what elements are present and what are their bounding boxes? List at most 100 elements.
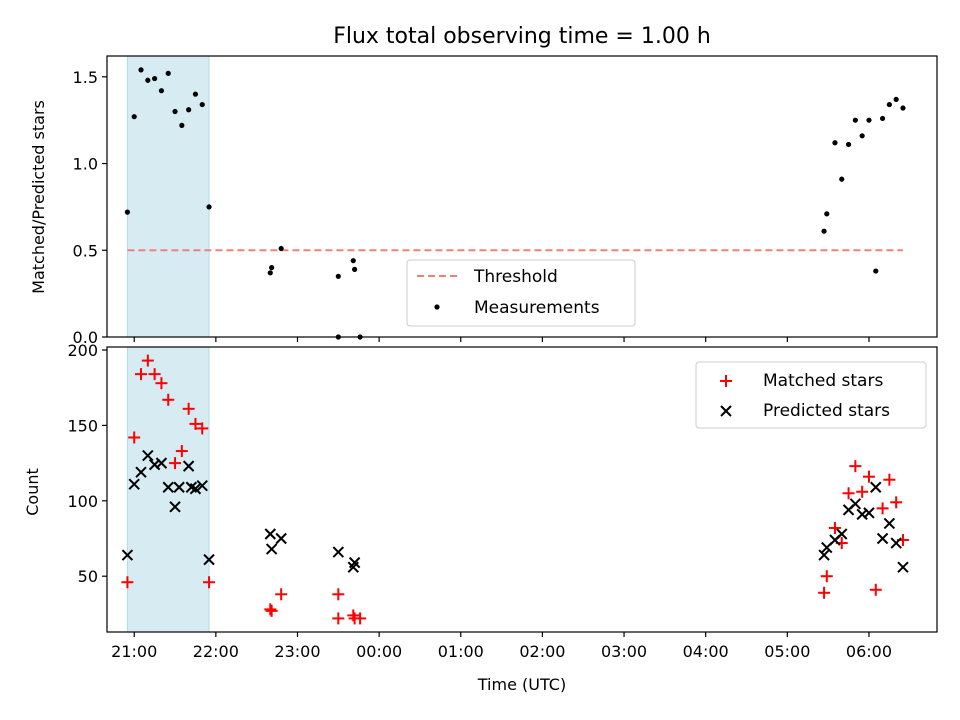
measurement-point	[278, 245, 284, 252]
matched-star-point	[818, 586, 831, 599]
measurement-point	[350, 258, 356, 264]
matched-star-point	[169, 457, 182, 470]
x-tick-label: 03:00	[601, 642, 647, 661]
measurement-point	[352, 266, 358, 272]
bottom-legend-box	[695, 361, 927, 429]
measurement-point	[893, 96, 899, 102]
top-panel: 0.0 0.5 1.0 1.5 Matched/Predicted stars Thr…	[29, 55, 938, 347]
predicted-star-point	[162, 481, 174, 493]
matched-star-point	[890, 496, 903, 509]
predicted-star-point	[182, 460, 195, 472]
measurement-point	[821, 228, 827, 234]
chart-title: Flux total observing time = 1.00 h	[333, 24, 711, 49]
y-tick-label: 200	[67, 341, 98, 360]
matched-star-point	[121, 576, 134, 589]
matched-star-point	[828, 521, 841, 534]
legend-measurements-swatch	[434, 304, 440, 310]
y-tick-label: 0.5	[73, 241, 98, 260]
matched-star-point	[265, 604, 278, 617]
predicted-star-point	[883, 517, 896, 530]
predicted-star-point	[128, 478, 140, 490]
predicted-star-point	[863, 507, 875, 519]
predicted-star-point	[870, 481, 882, 493]
matched-star-point	[155, 377, 168, 390]
predicted-star-point	[264, 528, 276, 540]
top-y-ticks: 0.0 0.5 1.0 1.5	[73, 68, 107, 347]
measurement-point	[192, 91, 199, 97]
matched-star-point	[203, 576, 216, 589]
measurement-point	[165, 70, 171, 76]
bottom-y-axis-label: Count	[23, 468, 42, 516]
top-shaded-span	[126, 55, 210, 338]
measurement-point	[873, 268, 879, 274]
legend-measurements-label: Measurements	[474, 298, 600, 318]
measurement-point	[138, 67, 144, 73]
predicted-star-point	[121, 549, 134, 561]
y-tick-label: 1.0	[73, 155, 98, 174]
predicted-star-point	[332, 546, 345, 558]
x-tick-label: 05:00	[764, 642, 810, 661]
bottom-axes-frame	[106, 346, 938, 633]
matched-star-point	[135, 368, 148, 381]
y-tick-label: 1.5	[73, 68, 98, 87]
measurement-point	[179, 122, 185, 128]
measurement-point	[839, 176, 845, 182]
y-tick-label: 100	[67, 492, 98, 511]
top-axes-frame	[106, 55, 938, 338]
predicted-star-point	[275, 532, 287, 545]
matched-star-point	[162, 393, 175, 406]
measurement-point	[124, 209, 131, 215]
top-measurement-points	[124, 67, 906, 340]
y-tick-label: 0.0	[73, 328, 98, 347]
x-tick-label: 22:00	[193, 642, 239, 661]
matched-star-point	[876, 502, 889, 515]
matched-star-point	[182, 402, 195, 415]
x-axis-label: Time (UTC)	[477, 675, 566, 694]
legend-predicted-label: Predicted stars	[763, 401, 890, 421]
matched-star-point	[196, 422, 209, 435]
matched-star-point	[189, 417, 202, 430]
matched-star-point	[332, 612, 345, 625]
matched-star-point	[856, 485, 869, 498]
y-tick-label: 50	[78, 567, 98, 586]
legend-threshold-label: Threshold	[473, 267, 558, 287]
legend-matched-label: Matched stars	[763, 371, 883, 391]
matched-star-point	[148, 368, 161, 381]
measurement-point	[832, 140, 838, 146]
measurement-point	[859, 133, 865, 139]
top-y-axis-label: Matched/Predicted stars	[29, 100, 48, 294]
shaded-span-rect	[126, 55, 210, 338]
predicted-star-point	[849, 498, 862, 510]
x-tick-label: 23:00	[274, 642, 320, 661]
matched-star-point	[354, 612, 367, 625]
measurement-point	[886, 101, 892, 108]
bottom-legend: Matched stars Predicted stars	[695, 361, 927, 429]
predicted-star-point	[189, 483, 202, 495]
predicted-star-point	[265, 543, 278, 555]
measurement-point	[158, 88, 165, 94]
legend-predicted-swatch	[720, 405, 732, 417]
matched-star-point	[264, 603, 277, 616]
matched-star-point	[862, 470, 875, 483]
predicted-star-point	[836, 528, 848, 540]
matched-star-point	[275, 588, 288, 601]
bottom-count-points	[121, 354, 909, 625]
bottom-x-ticks: 21:00 22:00 23:00 00:00 01:00 02:00 03:00 04:00…	[111, 632, 892, 661]
x-tick-label: 00:00	[356, 642, 402, 661]
matched-star-point	[883, 473, 896, 486]
top-legend-box	[406, 259, 636, 327]
predicted-star-point	[897, 561, 909, 573]
measurement-point	[879, 115, 886, 122]
measurement-point	[866, 117, 872, 123]
predicted-star-point	[876, 532, 889, 545]
measurement-point	[206, 204, 212, 210]
measurement-point	[186, 107, 192, 113]
predicted-star-point	[135, 466, 147, 478]
x-tick-label: 02:00	[519, 642, 565, 661]
measurement-point	[269, 265, 275, 271]
matched-star-point	[820, 570, 833, 583]
predicted-star-point	[203, 553, 215, 566]
measurement-point	[335, 273, 341, 279]
measurement-point	[145, 77, 151, 83]
